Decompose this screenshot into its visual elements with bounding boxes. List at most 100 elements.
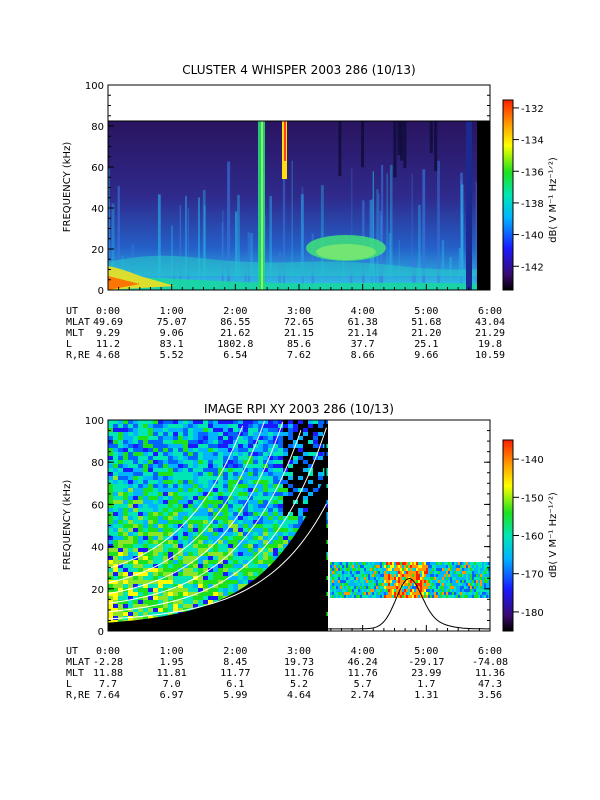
- spectrogram-streak: [247, 232, 250, 290]
- spectrogram-cell: [258, 424, 263, 428]
- spectrogram-cell: [123, 524, 128, 528]
- spectrogram-cell: [153, 572, 158, 576]
- spectrogram-cell: [133, 448, 138, 452]
- band-cell: [480, 586, 482, 589]
- spectrogram-cell: [158, 584, 163, 588]
- spectrogram-cell: [228, 520, 233, 524]
- spectrogram-cell: [248, 420, 253, 424]
- spectrogram-cell: [188, 480, 193, 484]
- spectrogram-cell: [268, 504, 273, 508]
- spectrogram-cell: [278, 492, 283, 496]
- spectrogram-cell: [273, 472, 278, 476]
- band-cell: [350, 562, 352, 565]
- band-cell: [456, 589, 458, 592]
- spectrogram-cell: [158, 600, 163, 604]
- spectrogram-cell: [188, 524, 193, 528]
- spectrogram-cell: [233, 568, 238, 572]
- spectrogram-cell: [178, 596, 183, 600]
- ephemeris-cell: 11.88: [93, 668, 123, 679]
- spectrogram-cell: [148, 440, 153, 444]
- spectrogram-cell: [228, 468, 233, 472]
- band-cell: [466, 589, 468, 592]
- spectrogram-cell: [228, 544, 233, 548]
- band-cell: [358, 583, 360, 586]
- spectrogram-cell: [188, 436, 193, 440]
- ephemeris-cell: 72.65: [284, 317, 314, 328]
- band-cell: [380, 574, 382, 577]
- spectrogram-cell: [168, 512, 173, 516]
- band-cell: [464, 565, 466, 568]
- band-cell: [386, 595, 388, 598]
- spectrogram-cell: [228, 592, 233, 596]
- spectrogram-cell: [138, 424, 143, 428]
- spectrogram-cell: [263, 520, 268, 524]
- spectrogram-cell: [168, 516, 173, 520]
- band-cell: [434, 583, 436, 586]
- spectrogram-cell: [248, 508, 253, 512]
- spectrogram-cell: [233, 452, 238, 456]
- band-cell: [392, 586, 394, 589]
- spectrogram-cell: [308, 432, 313, 436]
- band-cell: [348, 562, 350, 565]
- spectrogram-cell: [108, 456, 113, 460]
- band-cell: [418, 574, 420, 577]
- spectrogram-cell: [183, 436, 188, 440]
- band-cell: [442, 586, 444, 589]
- spectrogram-cell: [158, 540, 163, 544]
- spectrogram-cell: [173, 460, 178, 464]
- spectrogram-cell: [178, 532, 183, 536]
- spectrogram-cell: [123, 556, 128, 560]
- band-cell: [344, 583, 346, 586]
- spectrogram-cell: [143, 516, 148, 520]
- spectrogram-cell: [153, 472, 158, 476]
- band-cell: [466, 580, 468, 583]
- band-cell: [356, 574, 358, 577]
- spectrogram-cell: [288, 468, 293, 472]
- band-cell: [474, 583, 476, 586]
- band-cell: [480, 565, 482, 568]
- band-cell: [456, 586, 458, 589]
- spectrogram-cell: [173, 452, 178, 456]
- spectrogram-cell: [223, 580, 228, 584]
- band-cell: [390, 583, 392, 586]
- spectrogram-cell: [138, 540, 143, 544]
- spectrogram-cell: [188, 516, 193, 520]
- band-cell: [422, 565, 424, 568]
- spectrogram-cell: [198, 428, 203, 432]
- band-cell: [408, 583, 410, 586]
- band-cell: [476, 589, 478, 592]
- spectrogram-cell: [223, 456, 228, 460]
- spectrogram-cell: [113, 520, 118, 524]
- spectrogram-cell: [218, 552, 223, 556]
- spectrogram-cell: [278, 480, 283, 484]
- band-cell: [450, 568, 452, 571]
- spectrogram-cell: [173, 484, 178, 488]
- band-cell: [450, 589, 452, 592]
- spectrogram-cell: [113, 452, 118, 456]
- spectrogram-cell: [123, 548, 128, 552]
- spectrogram-cell: [248, 504, 253, 508]
- spectrogram-cell: [178, 460, 183, 464]
- spectrogram-cell: [168, 460, 173, 464]
- band-cell: [380, 580, 382, 583]
- spectrogram-cell: [193, 428, 198, 432]
- band-cell: [456, 577, 458, 580]
- spectrogram-cell: [193, 604, 198, 608]
- spectrogram-cell: [123, 452, 128, 456]
- band-cell: [390, 571, 392, 574]
- band-cell: [466, 583, 468, 586]
- spectrogram-streak: [459, 269, 462, 290]
- y-tick-label: 60: [91, 500, 104, 511]
- spectrogram-cell: [108, 440, 113, 444]
- spectrogram-cell: [173, 504, 178, 508]
- band-cell: [340, 574, 342, 577]
- spectrogram-cell: [208, 448, 213, 452]
- spectrogram-cell: [153, 464, 158, 468]
- band-cell: [456, 571, 458, 574]
- spectrogram-cell: [128, 556, 133, 560]
- band-cell: [332, 574, 334, 577]
- spectrogram-cell: [118, 480, 123, 484]
- panel-1-colorbar: -132-134-136-138-140-142 dB( V M⁻¹ Hz⁻¹ᐟ…: [502, 99, 559, 291]
- ephemeris-row-name: L: [66, 339, 72, 350]
- spectrogram-cell: [143, 452, 148, 456]
